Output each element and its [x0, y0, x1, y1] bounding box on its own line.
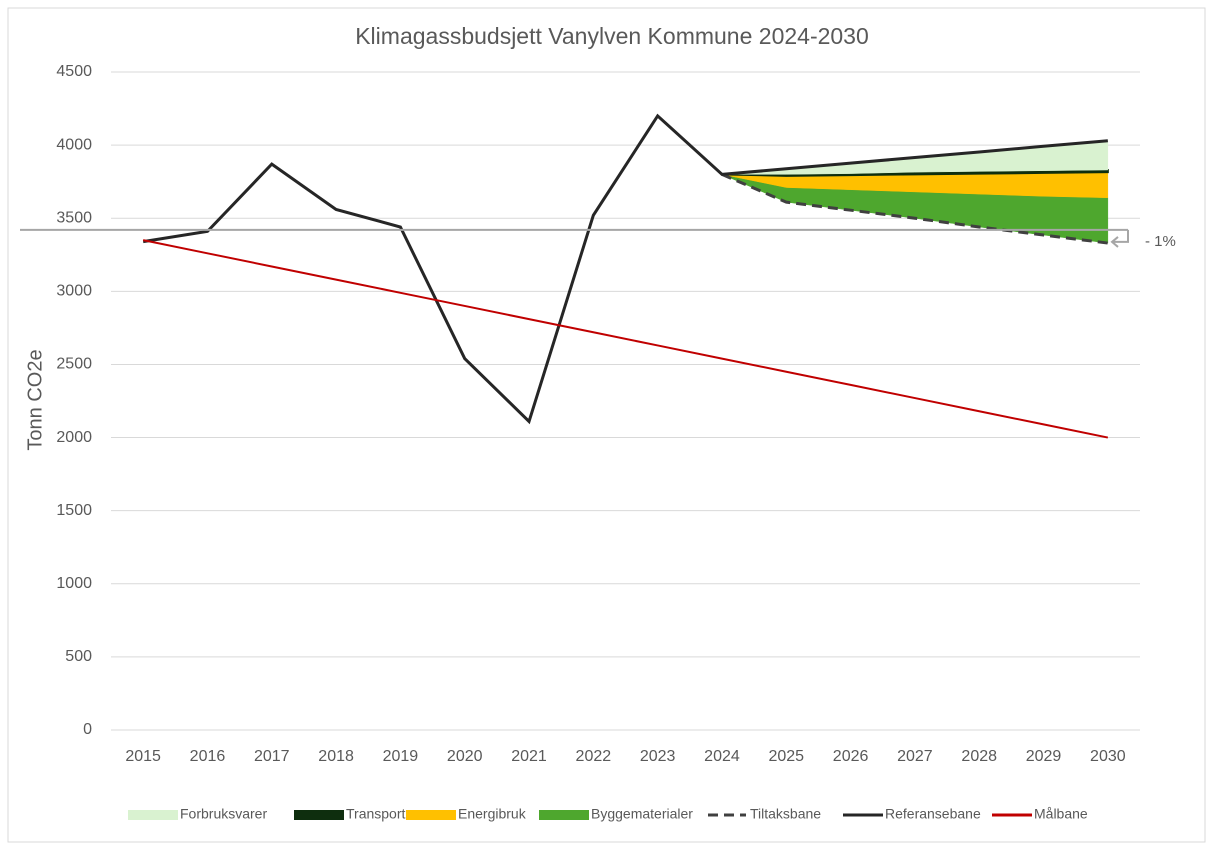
y-tick-label: 3500: [56, 209, 92, 226]
legend-label: Referansebane: [885, 806, 981, 822]
x-tick-label: 2026: [833, 748, 869, 765]
y-axis-label: Tonn CO2e: [24, 349, 46, 450]
y-tick-label: 1500: [56, 502, 92, 519]
y-tick-label: 500: [65, 648, 92, 665]
legend-swatch: [294, 810, 344, 820]
x-tick-label: 2024: [704, 748, 740, 765]
y-tick-label: 0: [83, 721, 92, 738]
x-tick-label: 2028: [961, 748, 997, 765]
x-tick-label: 2015: [125, 748, 161, 765]
y-tick-label: 2000: [56, 429, 92, 446]
line: [142, 113, 1108, 425]
y-tick-label: 2500: [56, 356, 92, 373]
x-tick-label: 2016: [190, 748, 226, 765]
x-tick-label: 2018: [318, 748, 354, 765]
x-tick-label: 2022: [576, 748, 612, 765]
x-tick-label: 2030: [1090, 748, 1126, 765]
x-tick-label: 2019: [383, 748, 419, 765]
chart-title: Klimagassbudsjett Vanylven Kommune 2024-…: [355, 23, 869, 49]
legend-label: Transport: [346, 806, 406, 822]
x-tick-label: 2021: [511, 748, 547, 765]
legend-label: Målbane: [1034, 806, 1088, 822]
y-tick-label: 4000: [56, 136, 92, 153]
legend-label: Byggematerialer: [591, 806, 693, 822]
legend-swatch: [128, 810, 178, 820]
legend-label: Tiltaksbane: [750, 806, 821, 822]
y-tick-label: 1000: [56, 575, 92, 592]
bracket-arrow: [1110, 229, 1129, 248]
x-tick-label: 2025: [768, 748, 804, 765]
chart-border: [7, 7, 1206, 843]
x-tick-label: 2027: [897, 748, 933, 765]
line: [142, 239, 1109, 439]
line: [721, 172, 1109, 245]
legend-label: Energibruk: [458, 806, 527, 822]
y-tick-label: 3000: [56, 283, 92, 300]
x-tick-label: 2029: [1026, 748, 1062, 765]
legend-swatch: [406, 810, 456, 820]
legend-label: Forbruksvarer: [180, 806, 267, 822]
y-tick-label: 4500: [56, 63, 92, 80]
x-tick-label: 2020: [447, 748, 483, 765]
x-tick-label: 2023: [640, 748, 676, 765]
legend-swatch: [539, 810, 589, 820]
annotation: - 1%: [1145, 233, 1176, 250]
x-tick-label: 2017: [254, 748, 290, 765]
